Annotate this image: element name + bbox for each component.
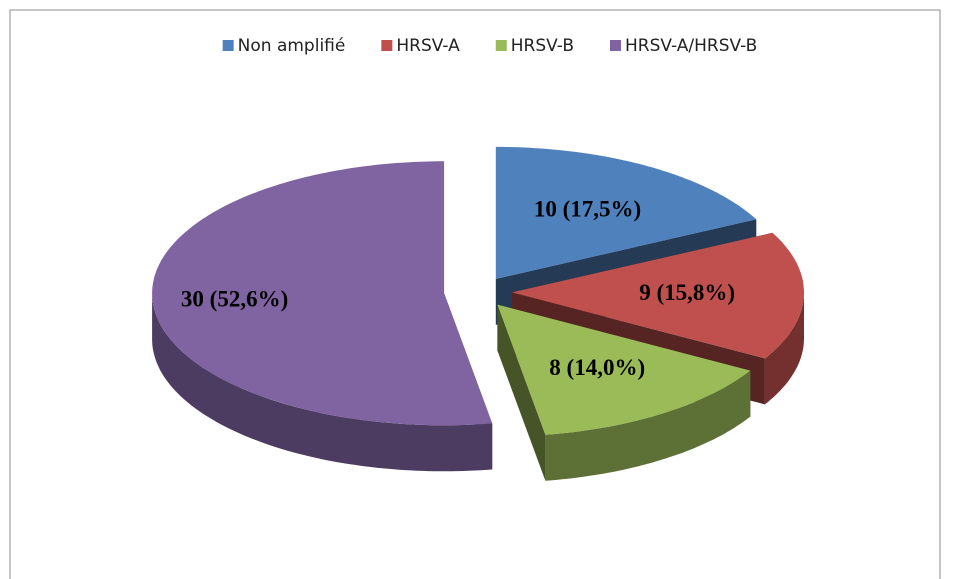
legend-item: HRSV-A: [381, 36, 460, 56]
legend-swatch: [495, 40, 507, 51]
legend-label: HRSV-B: [511, 36, 574, 56]
data-label: 9 (15,8%): [639, 280, 735, 305]
slice-wall: [545, 370, 751, 481]
data-label: 10 (17,5%): [534, 197, 641, 222]
legend-item: HRSV-B: [495, 36, 574, 56]
labels: 10 (17,5%) 9 (15,8%) 8 (14,0%) 30 (52,6%): [181, 197, 735, 380]
legend-label: Non amplifié: [238, 36, 346, 56]
data-label: 30 (52,6%): [181, 286, 288, 311]
legend-swatch: [609, 40, 621, 51]
legend-swatch: [381, 40, 393, 51]
slice: [152, 161, 493, 426]
legend-item: HRSV-A/HRSV-B: [609, 36, 757, 56]
slice-wall: [764, 292, 804, 405]
slice-side: [497, 304, 546, 481]
legend-item: Non amplifié: [222, 36, 346, 56]
legend-label: HRSV-A: [396, 36, 460, 56]
legend-swatch: [222, 40, 234, 51]
slice: [495, 146, 757, 279]
legend: Non amplifié HRSV-A HRSV-B HRSV-A/HRSV-B: [222, 36, 757, 56]
slice: [497, 304, 751, 435]
slice-wall: [152, 293, 493, 472]
legend-label: HRSV-A/HRSV-B: [625, 36, 757, 56]
slice: [512, 232, 804, 359]
data-label: 8 (14,0%): [549, 355, 645, 380]
tops: [152, 146, 804, 435]
